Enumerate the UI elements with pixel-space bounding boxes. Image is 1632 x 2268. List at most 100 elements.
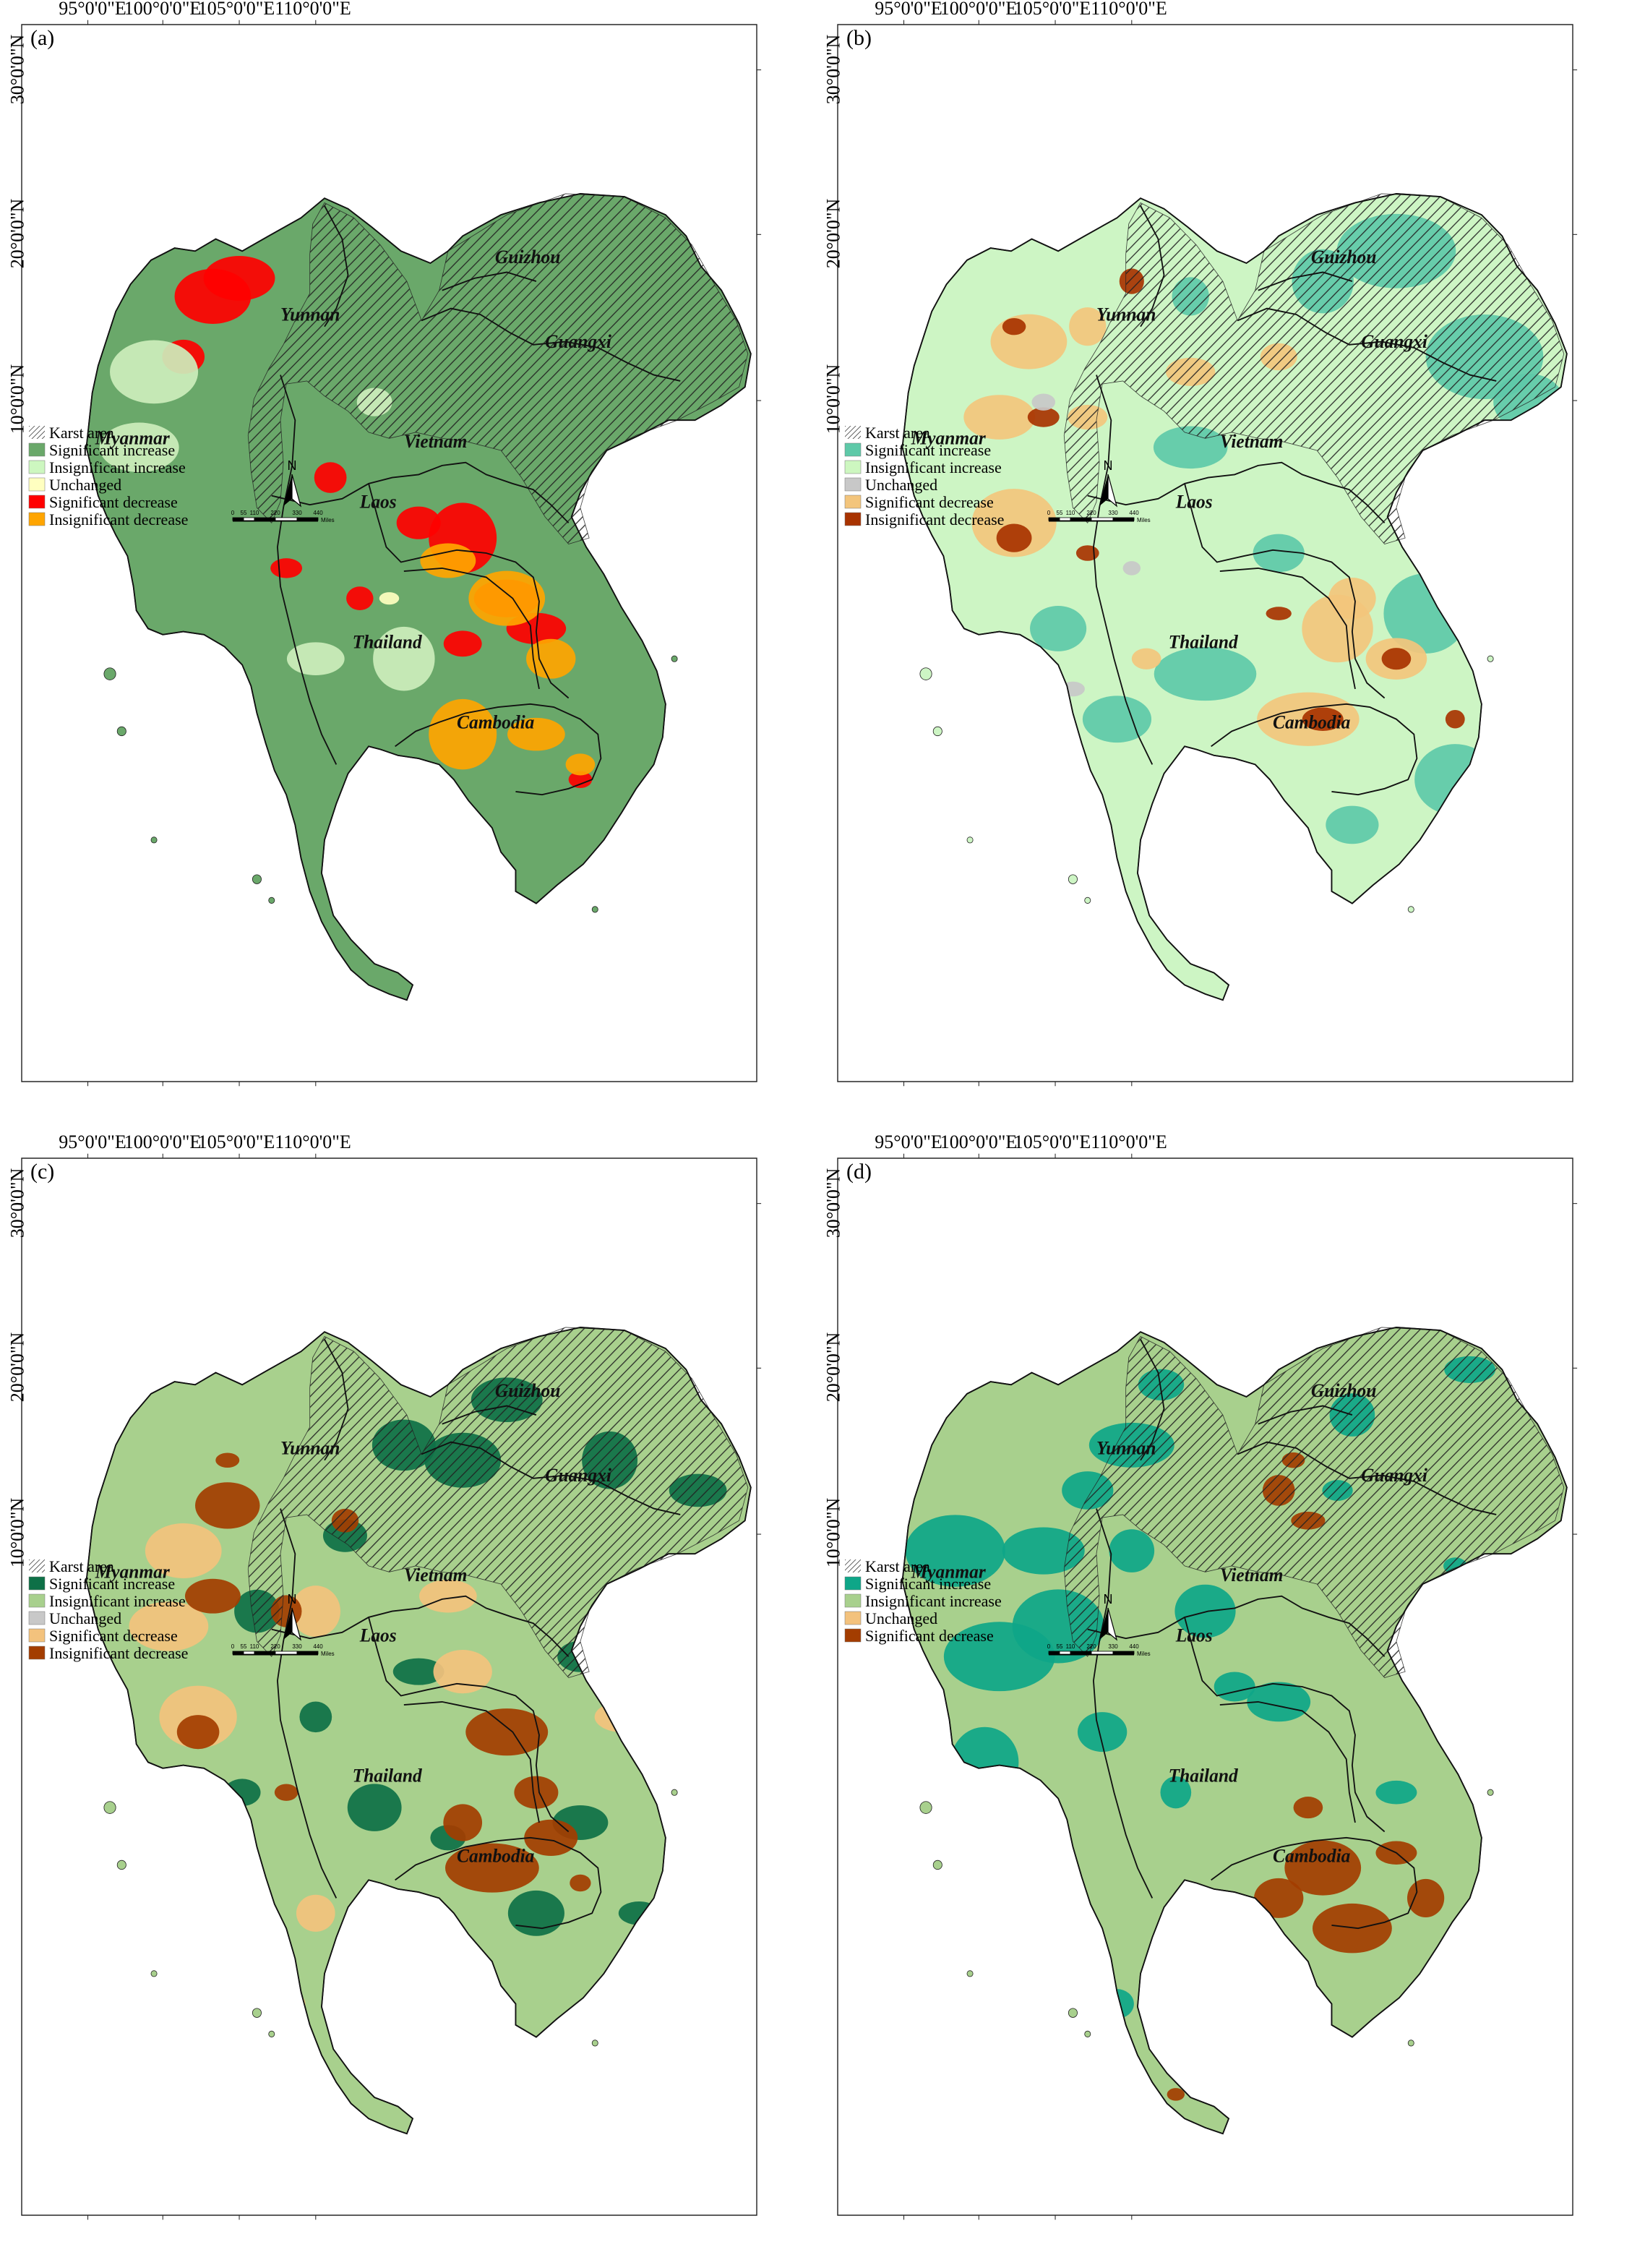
legend-swatch (844, 1593, 862, 1608)
lat-label: 30°0'0"N (7, 1168, 27, 1238)
legend-swatch (28, 477, 46, 492)
legend-swatch (844, 1611, 862, 1625)
lon-label: 100°0'0"E (124, 1134, 202, 1152)
scale-tick: 0 (231, 510, 235, 516)
legend-swatch (844, 1576, 862, 1591)
legend-swatch (844, 495, 862, 509)
legend-label: Significant increase (865, 441, 991, 459)
scale-tick: 330 (1108, 510, 1118, 516)
region-label-yunnan: Yunnan (280, 304, 340, 325)
region-label-guangxi: Guangxi (1361, 331, 1428, 352)
region-label-myanmar: Myanmar (95, 1561, 171, 1582)
legend-label: Insignificant increase (865, 458, 1002, 476)
legend-label: Karst area (865, 424, 930, 442)
region-label-yunnan: Yunnan (280, 1437, 340, 1458)
scale-tick: 220 (270, 1643, 280, 1650)
legend-swatch (844, 442, 862, 457)
legend-label: Unchanged (865, 1609, 937, 1627)
north-arrow-icon: N (1099, 1592, 1118, 1641)
map-frame: Guizhou Yunnan Guangxi Myanmar Vietnam Laos Th… (833, 1153, 1578, 2220)
lat-label: 20°0'0"N (823, 1332, 843, 1403)
region-label-yunnan: Yunnan (1096, 1437, 1156, 1458)
region-label-thailand: Thailand (1169, 631, 1239, 652)
north-label: N (288, 1592, 297, 1606)
legend-swatch (844, 460, 862, 474)
legend-label: Significant increase (49, 1575, 175, 1593)
scale-tick: 440 (1129, 1643, 1139, 1650)
region-label-guizhou: Guizhou (1311, 247, 1376, 268)
scale-tick: 110 (1066, 510, 1075, 516)
legend-label: Unchanged (49, 1609, 121, 1627)
legend-label: Insignificant increase (49, 1592, 186, 1610)
scale-tick: 110 (1066, 1643, 1075, 1650)
legend-swatch (845, 426, 861, 439)
region-label-guangxi: Guangxi (545, 331, 612, 352)
scale-tick: 220 (1086, 1643, 1096, 1650)
map-panel-c: Guizhou Yunnan Guangxi Myanmar Vietnam Laos Th… (0, 1134, 816, 2267)
scale-tick: 110 (250, 1643, 259, 1650)
region-label-laos: Laos (1175, 1625, 1213, 1646)
lat-label: 10°0'0"N (823, 364, 843, 435)
region-label-thailand: Thailand (1169, 1765, 1239, 1786)
region-label-vietnam: Vietnam (1220, 1564, 1284, 1585)
legend-swatch (28, 460, 46, 474)
region-label-laos: Laos (1175, 491, 1213, 512)
region-label-guizhou: Guizhou (495, 247, 560, 268)
lon-label: 110°0'0"E (275, 1134, 351, 1152)
region-label-laos: Laos (359, 491, 397, 512)
scale-tick: 440 (313, 510, 323, 516)
region-label-cambodia: Cambodia (457, 1845, 534, 1866)
legend-label: Significant increase (49, 441, 175, 459)
lat-label: 20°0'0"N (7, 1332, 27, 1403)
scale-tick: 55 (241, 510, 247, 516)
legend-label: Significant decrease (49, 493, 178, 511)
panel-tag: (c) (30, 1160, 54, 1184)
lon-label: 95°0'0"E (59, 0, 126, 19)
legend-swatch (28, 1593, 46, 1608)
legend-swatch (844, 512, 862, 526)
lat-label: 10°0'0"N (823, 1498, 843, 1568)
map-svg-c: Guizhou Yunnan Guangxi Myanmar Vietnam Laos Th… (7, 1134, 762, 2220)
lon-label: 95°0'0"E (875, 0, 942, 19)
map-frame: Guizhou Yunnan Guangxi Myanmar Vietnam Laos Th… (17, 20, 762, 1087)
map-svg-d: Guizhou Yunnan Guangxi Myanmar Vietnam Laos Th… (823, 1134, 1578, 2220)
panel-tag: (b) (846, 26, 872, 50)
lat-label: 10°0'0"N (7, 1498, 27, 1568)
lon-label: 100°0'0"E (124, 0, 202, 19)
legend-swatch (844, 477, 862, 492)
region-label-vietnam: Vietnam (1220, 430, 1284, 451)
map-frame: Guizhou Yunnan Guangxi Myanmar Vietnam Laos Th… (833, 20, 1578, 1087)
legend-label: Karst area (49, 424, 114, 442)
lon-label: 100°0'0"E (940, 0, 1018, 19)
north-arrow-icon: N (283, 1592, 302, 1641)
scale-tick: 55 (1057, 1643, 1063, 1650)
legend-label: Insignificant increase (865, 1592, 1002, 1610)
legend-swatch (28, 442, 46, 457)
lat-label: 30°0'0"N (823, 1168, 843, 1238)
scale-tick: 110 (250, 510, 259, 516)
region-label-vietnam: Vietnam (404, 1564, 468, 1585)
scale-tick: 55 (241, 1643, 247, 1650)
scale-tick: 330 (292, 510, 302, 516)
scale-tick: 330 (292, 1643, 302, 1650)
scale-tick: 330 (1108, 1643, 1118, 1650)
legend-label: Karst area (49, 1557, 114, 1575)
legend-label: Significant increase (865, 1575, 991, 1593)
scale-tick: 55 (1057, 510, 1063, 516)
region-label-thailand: Thailand (353, 1765, 423, 1786)
region-label-laos: Laos (359, 1625, 397, 1646)
legend-swatch (28, 1628, 46, 1643)
lon-label: 110°0'0"E (1091, 0, 1167, 19)
lon-label: 95°0'0"E (875, 1134, 942, 1152)
lon-label: 100°0'0"E (940, 1134, 1018, 1152)
scale-unit: Miles (1137, 1651, 1151, 1657)
legend-swatch (29, 1559, 45, 1572)
region-label-vietnam: Vietnam (404, 430, 468, 451)
legend-swatch (28, 512, 46, 526)
region-label-myanmar: Myanmar (911, 427, 987, 448)
lat-label: 20°0'0"N (823, 199, 843, 269)
